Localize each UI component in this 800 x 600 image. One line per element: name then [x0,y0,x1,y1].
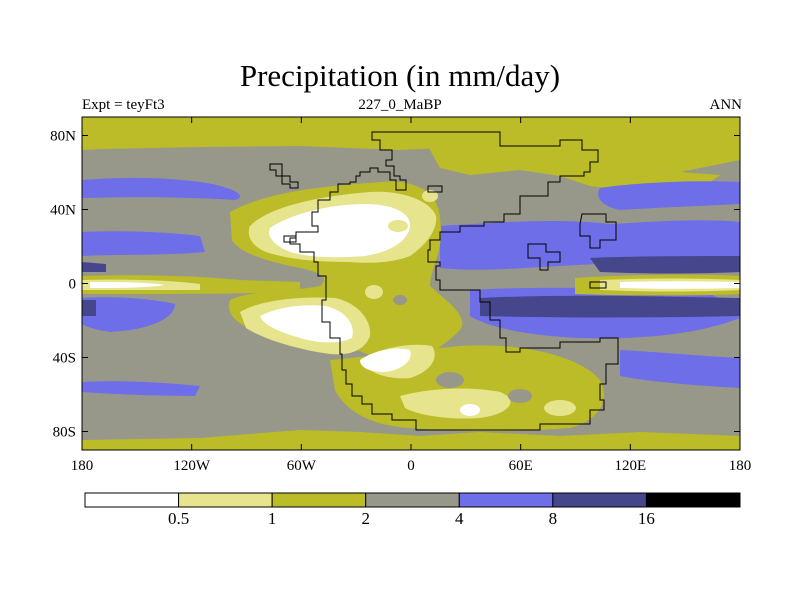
x-tick-label: 60W [287,458,317,474]
colorbar-label: 1 [268,509,277,528]
x-tick-label: 0 [407,458,415,474]
colorbar-label: 8 [549,509,558,528]
colorbar: 0.5 1 2 4 8 16 [84,492,741,528]
field-nh-storm-e [598,181,740,210]
colorbar-label: 0.5 [168,509,189,528]
field-nh-sub-w [82,231,205,256]
field-spot-7 [544,400,576,416]
colorbar-swatch [84,492,180,508]
colorbar-label: 16 [638,509,655,528]
colorbar-swatch [458,492,554,508]
x-tick-label: 180 [729,458,752,474]
coastline-island-1 [269,163,299,189]
colorbar-label: 2 [361,509,370,528]
field-nh-storm-w [82,177,241,200]
field-spot-8 [460,404,480,416]
field-spot-2 [340,227,356,237]
field-spot-3 [365,285,383,299]
x-tick-label: 180 [71,458,94,474]
chart-title: Precipitation (in mm/day) [239,58,561,93]
field-spot-9 [422,190,438,202]
y-axis: 80N 40N 0 40S 80S [50,129,740,441]
season-label: ANN [709,97,743,113]
field-dark-west [82,262,106,272]
period-label: 227_0_MaBP [358,97,442,113]
coastline [289,131,619,431]
field-sh-sub-w [82,297,175,332]
field-dark-nh [590,256,740,274]
y-tick-label: 80S [53,425,76,441]
coastline-island-2 [527,243,561,271]
colorbar-swatch [271,492,367,508]
y-tick-label: 40S [53,351,76,367]
coastline-island-6 [427,185,443,193]
y-tick-label: 40N [50,203,76,219]
y-tick-label: 0 [69,277,77,293]
coastline-island-5 [283,235,297,243]
colorbar-swatch [645,492,741,508]
field-eq-white-e [620,281,740,289]
colorbar-swatch [365,492,460,508]
field-nh-arid-core [269,204,411,258]
field-south-band [82,430,740,450]
experiment-label: Expt = teyFt3 [82,97,165,113]
colorbar-swatch [552,492,647,508]
field-sh-arid-light3 [400,388,511,419]
x-tick-label: 120E [614,458,646,474]
field-eq-white-w [90,282,165,288]
field-dark-sh [480,295,740,318]
x-tick-label: 120W [173,458,211,474]
colorbar-swatch [178,492,273,508]
field-spot-4 [393,295,407,305]
field-sh-arid-core2 [360,348,411,372]
x-tick-label: 60E [509,458,533,474]
precip-field [82,117,740,450]
field-sh-storm-w [82,381,200,396]
field-spot-6 [508,389,532,403]
field-sh-storm-e [620,350,740,388]
x-axis: 180 120W 60W 0 60E 120E 180 [71,117,752,474]
colorbar-label: 4 [455,509,464,528]
field-dark-west2 [82,300,96,316]
field-spot-1 [388,220,408,232]
y-tick-label: 80N [50,129,76,145]
coastline-island-4 [589,281,607,289]
field-spot-5 [436,372,464,388]
coastline-island-3 [579,213,617,249]
